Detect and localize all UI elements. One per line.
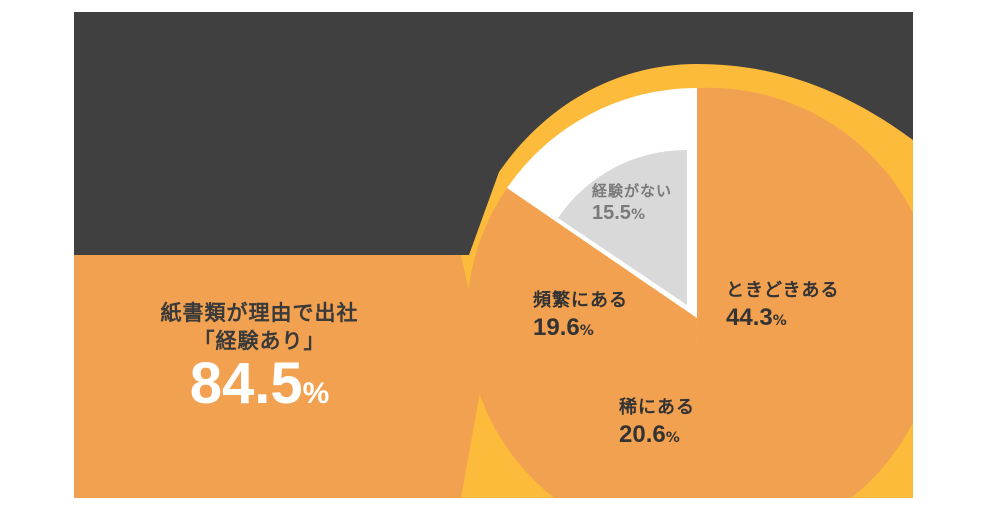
slice-unit: % bbox=[630, 206, 645, 223]
callout-box: 紙書類が理由で出社 「経験あり」 84.5% bbox=[74, 255, 445, 498]
pie-slice-keiken-nashi bbox=[558, 149, 687, 305]
slice-unit: % bbox=[772, 312, 787, 329]
slice-name: 稀にある bbox=[619, 397, 695, 418]
slice-value: 44.3 bbox=[726, 303, 773, 331]
callout-title-line2: 「経験あり」 bbox=[193, 329, 326, 353]
callout-value: 84.5% bbox=[74, 350, 445, 417]
pie-slice-mare bbox=[474, 318, 697, 498]
label-tokidoki: ときどきある 44.3% bbox=[726, 280, 839, 333]
pie-slice-hinpan bbox=[466, 188, 697, 376]
slice-name: 経験がない bbox=[592, 182, 673, 200]
slice-unit: % bbox=[665, 429, 680, 446]
label-hinpan: 頻繁にある 19.6% bbox=[533, 290, 628, 343]
label-keiken-nashi: 経験がない 15.5% bbox=[592, 182, 672, 226]
slice-value: 15.5 bbox=[592, 201, 631, 224]
callout-title-line1: 紙書類が理由で出社 bbox=[160, 301, 359, 325]
pie-slice-tokidoki bbox=[691, 87, 913, 498]
label-mare: 稀にある 20.6% bbox=[619, 397, 695, 450]
slice-unit: % bbox=[579, 322, 594, 339]
slice-name: 頻繁にある bbox=[533, 290, 628, 311]
slice-value: 19.6 bbox=[533, 313, 580, 341]
chart-panel: 紙書類が理由で出社 「経験あり」 84.5% ときどきある 44.3% 稀にある… bbox=[74, 12, 913, 498]
dark-overlay-band bbox=[74, 12, 913, 255]
slice-name: ときどきある bbox=[726, 280, 840, 301]
callout-number: 84.5 bbox=[189, 351, 303, 416]
callout-unit: % bbox=[302, 377, 330, 410]
slice-value: 20.6 bbox=[619, 420, 666, 448]
pie-chart bbox=[74, 12, 913, 498]
